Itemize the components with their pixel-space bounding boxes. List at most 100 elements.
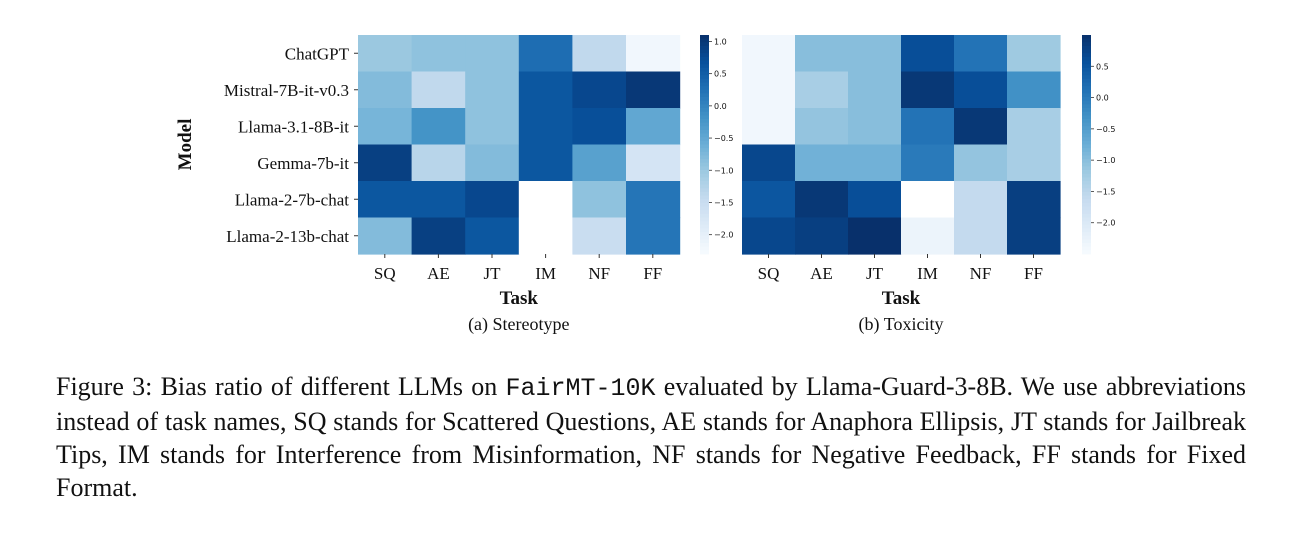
heatmap-cell — [626, 144, 681, 182]
caption-dataset-name: FairMT-10K — [505, 374, 656, 403]
colorbar-segment — [700, 202, 709, 207]
panel-subtitle: (a) Stereotype — [468, 314, 569, 335]
colorbar-segment — [1082, 133, 1091, 138]
colorbar-segment — [1082, 122, 1091, 127]
colorbar-segment — [700, 188, 709, 193]
colorbar-tick-label: −1.5 — [1096, 187, 1115, 196]
colorbar-segment — [1082, 173, 1091, 178]
colorbar-segment — [1082, 137, 1091, 142]
colorbar-segment — [1082, 75, 1091, 80]
heatmap-cell — [465, 71, 520, 109]
colorbar-segment — [1082, 53, 1091, 58]
heatmap-cell — [572, 35, 627, 73]
x-tick-label: IM — [917, 264, 938, 283]
x-axis-label: Task — [882, 288, 921, 309]
colorbar-segment — [700, 162, 709, 167]
colorbar-segment — [1082, 144, 1091, 149]
x-axis-label: Task — [500, 288, 539, 309]
heatmap-cell — [742, 217, 796, 255]
x-tick-label: AE — [427, 264, 450, 283]
colorbar-segment — [700, 184, 709, 189]
heatmap-cell — [518, 71, 573, 109]
heatmap-cell — [358, 35, 413, 73]
colorbar-segment — [700, 126, 709, 131]
heatmap-cell — [358, 217, 413, 255]
heatmap-cell — [465, 181, 520, 219]
colorbar-segment — [700, 177, 709, 182]
colorbar-segment — [1082, 148, 1091, 153]
heatmap-cell — [1007, 108, 1061, 146]
heatmap-cell — [848, 108, 902, 146]
colorbar-segment — [1082, 35, 1091, 40]
colorbar-segment — [700, 86, 709, 91]
colorbar-segment — [700, 115, 709, 120]
heatmap-cell — [572, 181, 627, 219]
colorbar-segment — [1082, 64, 1091, 69]
colorbar-tick-label: −1.5 — [714, 198, 733, 207]
colorbar-segment — [1082, 202, 1091, 207]
colorbar-segment — [700, 97, 709, 102]
colorbar-segment — [700, 155, 709, 160]
colorbar-segment — [700, 42, 709, 47]
heatmap-cell — [411, 144, 466, 182]
x-tick-label: SQ — [758, 264, 780, 283]
colorbar-tick-label: 1.0 — [714, 37, 727, 46]
colorbar-segment — [700, 221, 709, 226]
colorbar-segment — [700, 100, 709, 105]
heatmap-cell — [848, 181, 902, 219]
x-tick-label: FF — [1024, 264, 1043, 283]
heatmap-cell — [795, 144, 849, 182]
colorbar-segment — [1082, 60, 1091, 65]
colorbar-segment — [1082, 246, 1091, 251]
colorbar-segment — [700, 217, 709, 222]
heatmap-cell — [626, 71, 681, 109]
colorbar-segment — [1082, 170, 1091, 175]
colorbar-segment — [1082, 184, 1091, 189]
colorbar-tick-label: −2.0 — [1096, 219, 1115, 228]
colorbar-segment — [1082, 151, 1091, 156]
colorbar-tick-label: −0.5 — [714, 134, 733, 143]
figure: SQ AE JT IM NF FF ChatGPT Mistral-7B-it-v0.3 Lla… — [175, 35, 1115, 335]
colorbar-tick-label: 0.0 — [1096, 94, 1109, 103]
heatmap-cell — [1007, 71, 1061, 109]
heatmap-cell — [518, 217, 573, 255]
x-tick-label: FF — [643, 264, 662, 283]
heatmap-cell — [954, 217, 1008, 255]
colorbar-segment — [1082, 38, 1091, 43]
heatmap-cell — [518, 181, 573, 219]
colorbar-segment — [700, 144, 709, 149]
colorbar-segment — [700, 250, 709, 255]
heatmap-cell — [795, 217, 849, 255]
heatmap-cell — [795, 108, 849, 146]
heatmap-cell — [411, 35, 466, 73]
colorbar-segment — [1082, 213, 1091, 218]
colorbar-segment — [700, 137, 709, 142]
colorbar-segment — [700, 71, 709, 76]
colorbar-segment — [700, 224, 709, 229]
colorbar-segment — [700, 213, 709, 218]
heatmap-cell — [848, 217, 902, 255]
colorbar-segment — [700, 173, 709, 178]
heatmap-cell — [1007, 181, 1061, 219]
colorbar-segment — [700, 35, 709, 40]
colorbar-segment — [700, 75, 709, 80]
colorbar-segment — [1082, 188, 1091, 193]
x-tick-label: NF — [588, 264, 610, 283]
caption-prefix: Figure 3: Bias ratio of different LLMs o… — [56, 372, 506, 401]
colorbar-tick-label: −1.0 — [714, 166, 733, 175]
colorbar-segment — [700, 191, 709, 196]
heatmap-cell — [572, 217, 627, 255]
heatmap-cell — [518, 144, 573, 182]
colorbar-segment — [700, 118, 709, 123]
heatmap-cell — [848, 71, 902, 109]
heatmap-cell — [465, 144, 520, 182]
colorbar-segment — [1082, 224, 1091, 229]
colorbar-segment — [700, 181, 709, 186]
colorbar-segment — [700, 133, 709, 138]
colorbar-tick-label: 0.5 — [1096, 62, 1109, 71]
heatmap-cell — [742, 181, 796, 219]
colorbar-segment — [700, 104, 709, 109]
x-tick-label: JT — [866, 264, 884, 283]
colorbar-segment — [1082, 221, 1091, 226]
heatmap-cell — [358, 144, 413, 182]
